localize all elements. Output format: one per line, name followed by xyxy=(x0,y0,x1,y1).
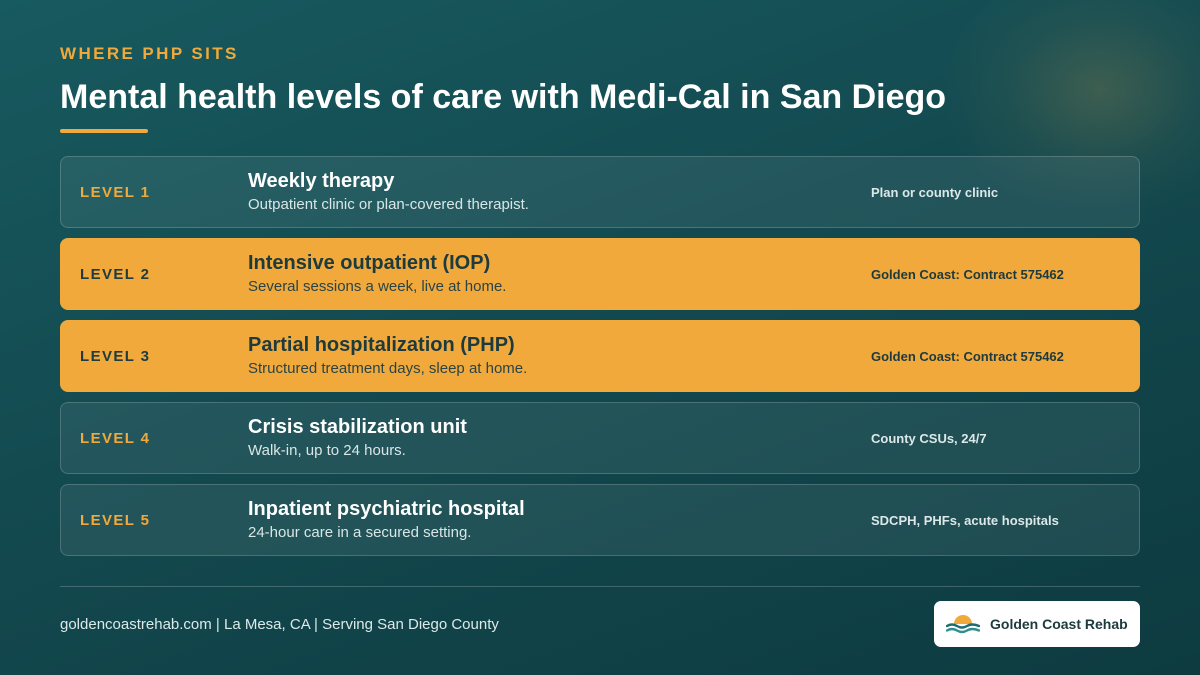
level-name: Intensive outpatient (IOP) xyxy=(248,252,491,274)
level-provider: Plan or county clinic xyxy=(871,185,999,200)
level-provider: SDCPH, PHFs, acute hospitals xyxy=(871,513,1059,528)
footer-divider xyxy=(60,586,1140,587)
sunset-waves-logo-icon xyxy=(946,615,980,634)
level-description: Structured treatment days, sleep at home… xyxy=(248,360,528,377)
level-description: Walk-in, up to 24 hours. xyxy=(248,442,406,459)
level-name: Inpatient psychiatric hospital xyxy=(248,498,525,520)
level-row-1: LEVEL 1 Weekly therapy Outpatient clinic… xyxy=(60,156,1140,228)
level-number: LEVEL 1 xyxy=(80,184,151,201)
eyebrow-label: WHERE PHP SITS xyxy=(60,44,239,63)
level-number: LEVEL 5 xyxy=(80,512,151,529)
level-row-5: LEVEL 5 Inpatient psychiatric hospital 2… xyxy=(60,484,1140,556)
level-number: LEVEL 3 xyxy=(80,348,151,365)
level-name: Crisis stabilization unit xyxy=(248,416,467,438)
title-underline xyxy=(60,129,148,133)
level-number: LEVEL 4 xyxy=(80,430,151,447)
brand-badge[interactable]: Golden Coast Rehab xyxy=(934,601,1140,647)
level-provider: County CSUs, 24/7 xyxy=(871,431,987,446)
brand-name: Golden Coast Rehab xyxy=(990,616,1128,632)
level-description: 24-hour care in a secured setting. xyxy=(248,524,472,541)
level-number: LEVEL 2 xyxy=(80,266,151,283)
level-provider: Golden Coast: Contract 575462 xyxy=(871,349,1064,364)
footer-info: goldencoastrehab.com | La Mesa, CA | Ser… xyxy=(60,616,499,633)
page-title: Mental health levels of care with Medi-C… xyxy=(60,78,947,116)
level-row-4: LEVEL 4 Crisis stabilization unit Walk-i… xyxy=(60,402,1140,474)
levels-list: LEVEL 1 Weekly therapy Outpatient clinic… xyxy=(60,156,1140,566)
level-row-3: LEVEL 3 Partial hospitalization (PHP) St… xyxy=(60,320,1140,392)
level-description: Several sessions a week, live at home. xyxy=(248,278,507,295)
level-name: Weekly therapy xyxy=(248,170,395,192)
level-description: Outpatient clinic or plan-covered therap… xyxy=(248,196,529,213)
level-name: Partial hospitalization (PHP) xyxy=(248,334,515,356)
level-provider: Golden Coast: Contract 575462 xyxy=(871,267,1064,282)
level-row-2: LEVEL 2 Intensive outpatient (IOP) Sever… xyxy=(60,238,1140,310)
